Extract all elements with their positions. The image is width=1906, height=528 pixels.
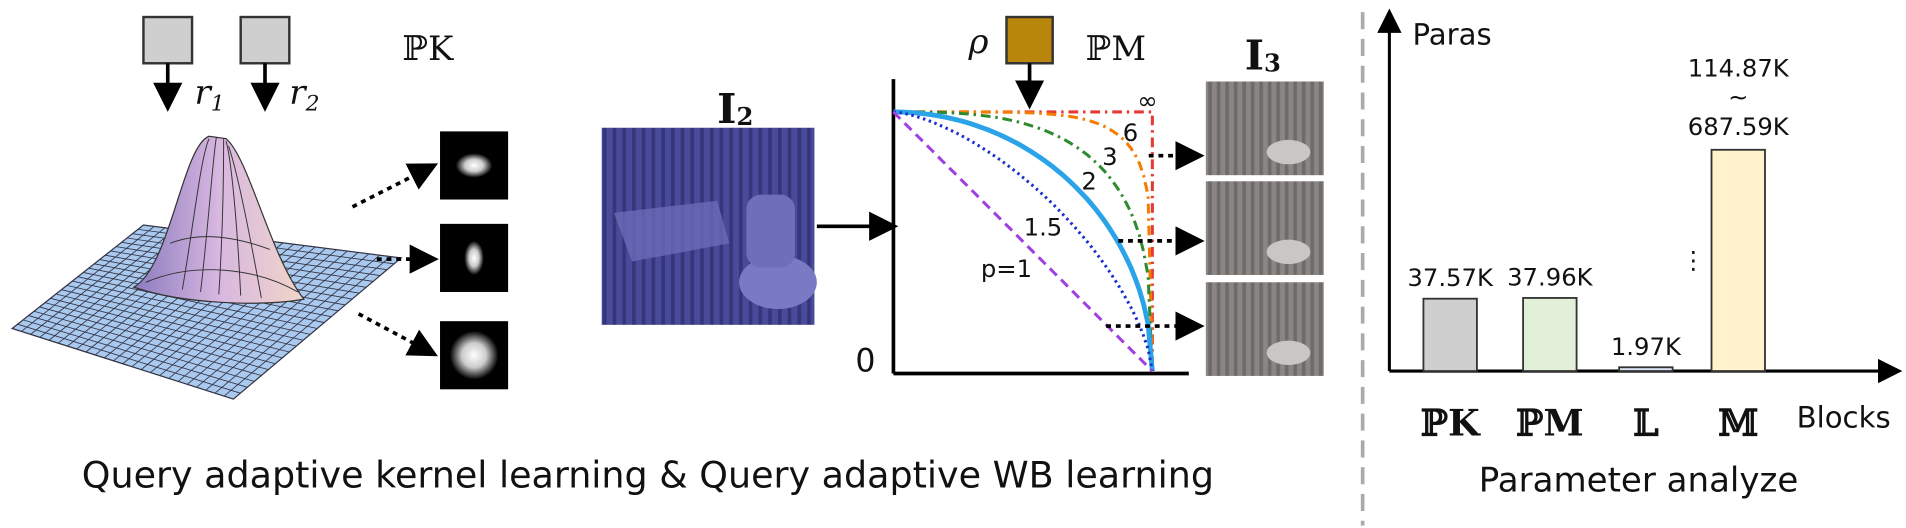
- bar: [1422, 297, 1478, 372]
- curve: [893, 110, 1154, 372]
- output-image: [1205, 81, 1324, 176]
- curve-label: 2: [1081, 166, 1096, 195]
- toilet-tank: [746, 194, 795, 268]
- curves: ∞ 632 1.5 p=1: [892, 86, 1158, 373]
- param-box: [1005, 15, 1054, 65]
- curve-label: 3: [1102, 142, 1117, 171]
- plane-grid: [17, 226, 395, 397]
- value-label: 1.97K: [1611, 332, 1682, 361]
- wb-label: ℙM: [1086, 29, 1146, 69]
- value-label: 114.87K: [1688, 53, 1790, 82]
- category-label: ℙK: [1421, 401, 1481, 444]
- break-mark: ⋮: [1681, 246, 1705, 275]
- param-box: [142, 15, 194, 65]
- y-axis-label: Paras: [1412, 17, 1491, 51]
- gaussian-peak: [132, 135, 305, 304]
- kernel-blob: [449, 330, 499, 380]
- grid-line: [214, 254, 380, 394]
- range-separator: ~: [1728, 83, 1748, 112]
- r1-label: r1: [194, 73, 224, 117]
- output-image: [1205, 282, 1324, 376]
- chart-title: Parameter analyze: [1479, 460, 1799, 500]
- output-details: [1266, 139, 1311, 365]
- peak-lines: [145, 137, 299, 299]
- r1-sub: 1: [211, 92, 225, 117]
- curve-label: 6: [1123, 118, 1138, 147]
- origin-label: 0: [855, 344, 875, 380]
- kernel-label: ℙK: [402, 29, 454, 69]
- kernel-blob: [464, 240, 484, 275]
- curve: [893, 109, 1155, 372]
- grid-line: [205, 253, 370, 391]
- kernel-blob: [455, 153, 493, 178]
- category-label: 𝕄: [1718, 401, 1758, 444]
- bar: [1618, 366, 1674, 372]
- value-label: 37.96K: [1507, 262, 1594, 291]
- bar: [1522, 297, 1578, 372]
- i3: I: [1245, 30, 1264, 79]
- category-label: 𝕃: [1633, 401, 1659, 444]
- toilet: [739, 255, 817, 310]
- param-box: [239, 15, 291, 65]
- rho: ρ: [968, 22, 989, 62]
- grid-line: [196, 252, 359, 388]
- x-axis-label: Blocks: [1797, 401, 1891, 435]
- category-label: ℙM: [1516, 401, 1584, 444]
- curve-label: 1.5: [1024, 213, 1063, 242]
- curve-label: ∞: [1137, 86, 1157, 115]
- output-label: I3: [1245, 30, 1281, 79]
- bar-chart: Paras Blocks Parameter analyze ℙK 37.57K ℙM 37…: [1377, 8, 1903, 500]
- curve-label: p=1: [981, 254, 1032, 283]
- curve: [893, 110, 1154, 372]
- i2-sub: 2: [737, 102, 754, 131]
- value-label: 687.59K: [1688, 112, 1790, 141]
- bar: [1710, 148, 1766, 372]
- i3-sub: 3: [1264, 48, 1281, 77]
- r1: r: [194, 73, 212, 113]
- output-image: [1205, 181, 1324, 275]
- curve: [893, 110, 1154, 372]
- r2-label: r2: [289, 73, 319, 117]
- dotted-arrows: [351, 163, 439, 357]
- grid-line: [223, 256, 391, 397]
- value-label: 37.57K: [1407, 263, 1494, 292]
- dotted-arrows: [1106, 141, 1205, 341]
- input-label: I2: [717, 83, 753, 132]
- i2: I: [717, 83, 736, 132]
- r2-sub: 2: [305, 92, 320, 117]
- r2: r: [289, 73, 307, 113]
- caption: Query adaptive kernel learning & Query a…: [82, 453, 1214, 496]
- sink: [613, 200, 730, 262]
